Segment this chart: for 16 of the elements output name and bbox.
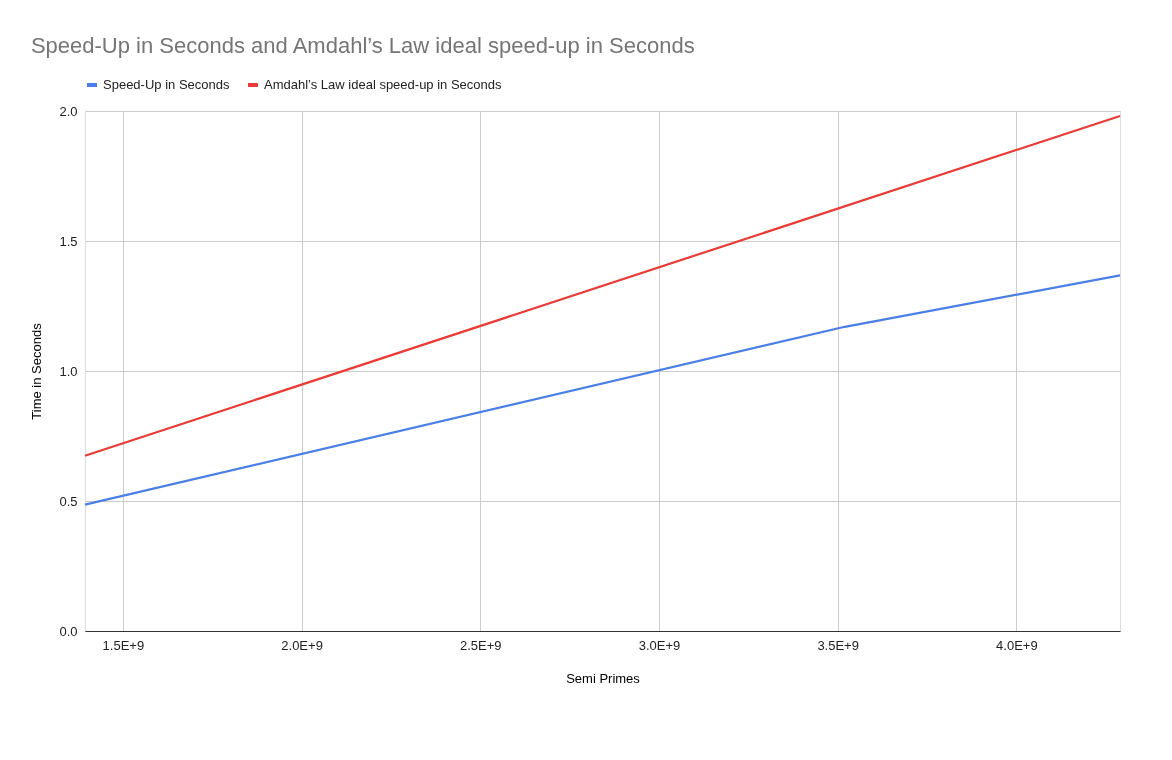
y-tick-label: 0.0 <box>59 623 78 639</box>
chart-title: Speed-Up in Seconds and Amdahl’s Law ideal speed-up in Seconds <box>30 33 695 58</box>
y-tick-label: 0.5 <box>59 493 78 509</box>
x-tick-label: 2.0E+9 <box>281 637 323 653</box>
legend-label: Speed-Up in Seconds <box>103 77 230 92</box>
x-tick-label: 1.5E+9 <box>102 637 145 653</box>
legend-label: Amdahl’s Law ideal speed-up in Seconds <box>264 77 503 92</box>
x-tick-label: 2.5E+9 <box>459 637 502 653</box>
y-tick-label: 2.0 <box>59 103 78 119</box>
y-tick-label: 1.0 <box>59 363 78 379</box>
x-tick-label: 3.0E+9 <box>638 637 681 653</box>
x-axis-title: Semi Primes <box>566 670 641 686</box>
x-tick-label: 4.0E+9 <box>996 637 1038 653</box>
y-tick-label: 1.5 <box>59 233 78 249</box>
y-axis-title: Time in Seconds <box>29 322 45 420</box>
x-tick-label: 3.5E+9 <box>817 637 859 653</box>
